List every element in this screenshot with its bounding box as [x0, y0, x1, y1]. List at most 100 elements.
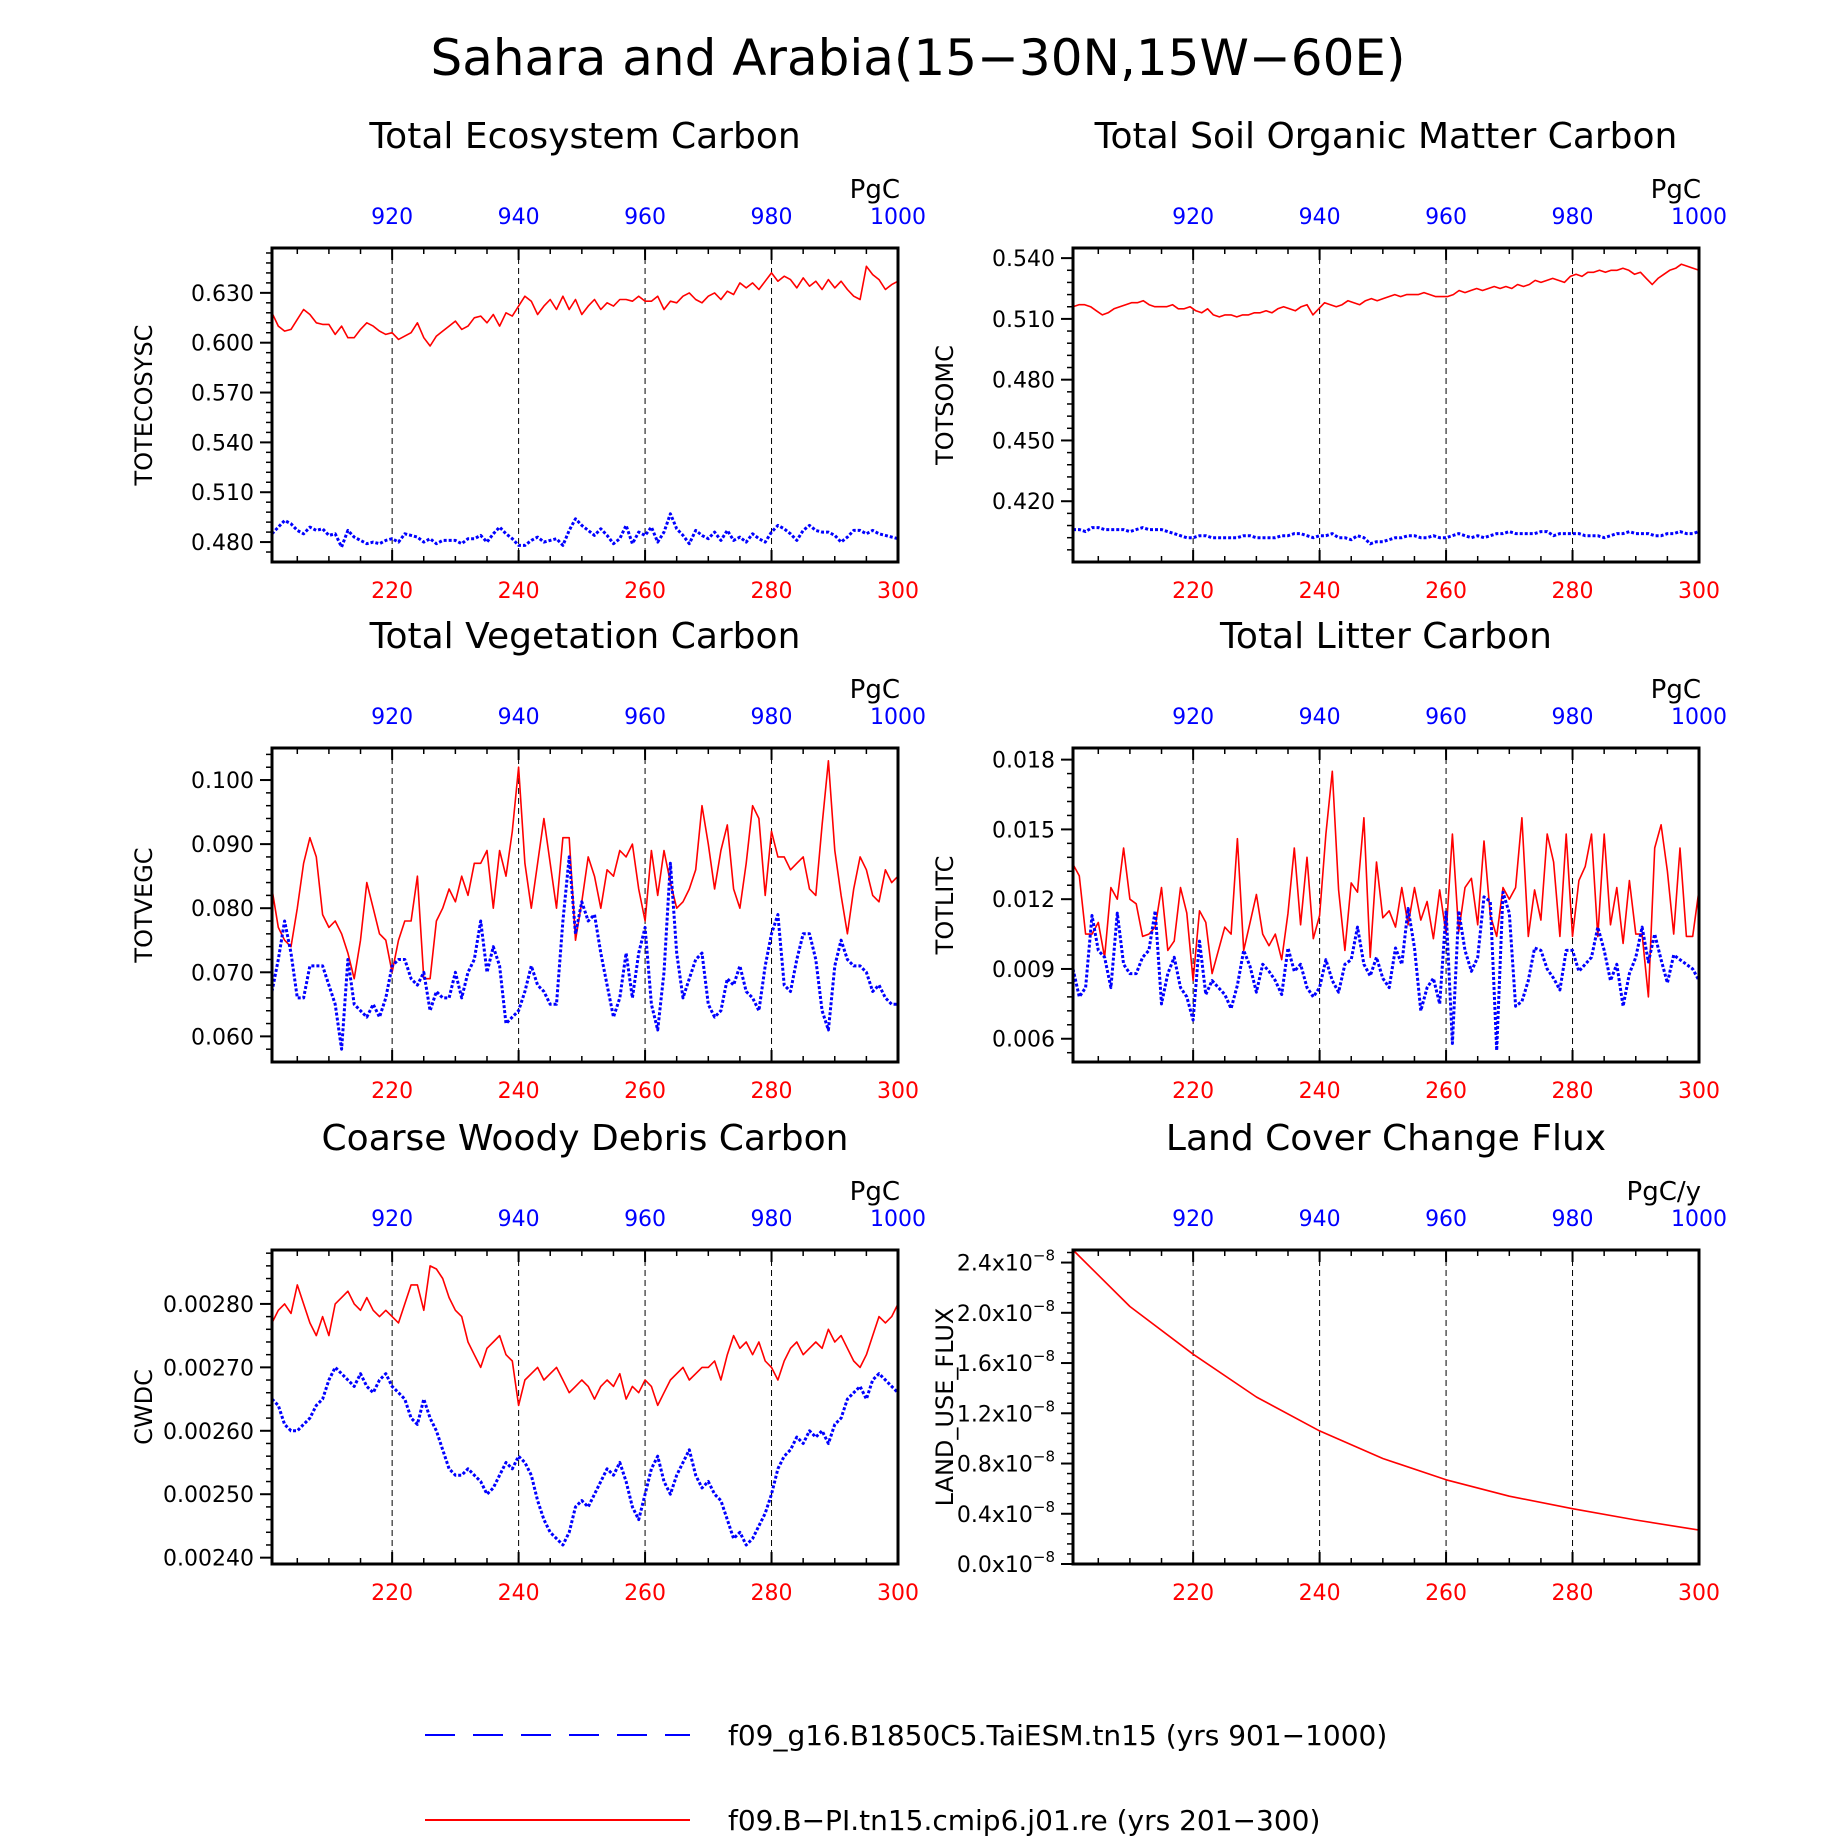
x-tick-label-top: 940: [498, 705, 540, 730]
x-tick-label-top: 920: [1172, 205, 1214, 230]
legend: f09_g16.B1850C5.TaiESM.tn15 (yrs 901−100…: [425, 1719, 1387, 1837]
x-tick-label-bottom: 220: [1172, 1079, 1214, 1104]
series-line-0: [271, 265, 899, 347]
x-tick-label-bottom: 280: [1552, 579, 1594, 604]
y-axis-label: TOTSOMC: [931, 345, 959, 466]
x-tick-label-bottom: 260: [624, 1581, 666, 1606]
x-tick-label-top: 980: [1552, 1207, 1594, 1232]
figure-title: Sahara and Arabia(15−30N,15W−60E): [430, 29, 1405, 87]
x-tick-label-bottom: 240: [1299, 579, 1341, 604]
x-tick-label-top: 980: [1552, 705, 1594, 730]
units-label: PgC: [1651, 175, 1701, 205]
y-tick-label: 0.480: [992, 369, 1055, 394]
x-tick-label-top: 1000: [1671, 705, 1727, 730]
x-tick-label-top: 940: [1299, 1207, 1341, 1232]
series-line-1: [270, 855, 898, 1051]
x-tick-label-top: 980: [1552, 205, 1594, 230]
y-tick-label: 0.006: [992, 1028, 1055, 1053]
x-tick-label-bottom: 280: [751, 579, 793, 604]
panel-title: Total Litter Carbon: [1219, 616, 1552, 657]
x-tick-label-top: 960: [624, 705, 666, 730]
x-tick-label-top: 980: [751, 1207, 793, 1232]
x-tick-label-top: 980: [751, 205, 793, 230]
y-tick-label: 0.630: [191, 282, 254, 307]
plot-frame: [1071, 246, 1701, 564]
x-tick-label-bottom: 260: [1425, 1581, 1467, 1606]
plot-frame: [270, 746, 900, 1064]
y-axis-label: TOTVEGC: [130, 847, 158, 963]
x-tick-label-top: 960: [624, 205, 666, 230]
panel-0: Total Ecosystem Carbon PgC TOTECOSYSC 220 24…: [130, 116, 926, 604]
x-tick-label-top: 960: [1425, 205, 1467, 230]
panel-title: Total Soil Organic Matter Carbon: [1094, 116, 1678, 157]
x-tick-label-top: 1000: [870, 205, 926, 230]
x-tick-label-top: 940: [1299, 205, 1341, 230]
y-tick-label: 1.6x10−8: [957, 1347, 1055, 1377]
y-tick-label: 0.480: [191, 531, 254, 556]
y-tick-label: 0.018: [992, 749, 1055, 774]
y-tick-exponent: −8: [1033, 1347, 1055, 1365]
series-line-0: [271, 1265, 899, 1407]
y-tick-label: 0.510: [992, 308, 1055, 333]
x-tick-label-bottom: 220: [371, 1581, 413, 1606]
panel-title: Total Vegetation Carbon: [369, 616, 801, 657]
legend-label-0: f09_g16.B1850C5.TaiESM.tn15 (yrs 901−100…: [728, 1719, 1387, 1752]
series-line-0: [1072, 263, 1700, 318]
x-tick-label-top: 920: [1172, 705, 1214, 730]
units-label: PgC: [850, 175, 900, 205]
x-tick-label-bottom: 220: [371, 1079, 413, 1104]
x-tick-label-top: 920: [371, 205, 413, 230]
panel-3: Total Litter Carbon PgC TOTLITC 220 240 260 28…: [931, 616, 1727, 1104]
x-tick-label-top: 960: [624, 1207, 666, 1232]
y-tick-label: 0.420: [992, 490, 1055, 515]
y-tick-label: 0.570: [191, 382, 254, 407]
x-tick-label-bottom: 220: [371, 579, 413, 604]
x-tick-label-bottom: 300: [1678, 579, 1720, 604]
y-axis-label: CWDC: [130, 1369, 158, 1445]
plot-frame: [270, 1248, 900, 1566]
x-tick-label-bottom: 220: [1172, 579, 1214, 604]
y-axis-label: TOTECOSYSC: [130, 325, 158, 487]
y-tick-label: 0.8x10−8: [957, 1448, 1055, 1478]
x-tick-label-top: 960: [1425, 705, 1467, 730]
panels: Total Ecosystem Carbon PgC TOTECOSYSC 220 24…: [130, 116, 1727, 1606]
x-tick-label-top: 1000: [1671, 1207, 1727, 1232]
y-tick-label: 0.015: [992, 818, 1055, 843]
y-tick-label: 2.0x10−8: [957, 1297, 1055, 1327]
y-tick-label: 2.4x10−8: [957, 1247, 1055, 1277]
panel-2: Total Vegetation Carbon PgC TOTVEGC 220 240 2…: [130, 616, 926, 1104]
series-line-1: [270, 512, 899, 549]
y-axis-label: LAND_USE_FLUX: [931, 1308, 959, 1507]
y-tick-exponent: −8: [1033, 1247, 1055, 1265]
panel-title: Land Cover Change Flux: [1166, 1118, 1606, 1159]
x-tick-label-bottom: 240: [498, 1581, 540, 1606]
x-tick-label-top: 920: [1172, 1207, 1214, 1232]
y-tick-label: 0.00280: [163, 1293, 254, 1318]
x-tick-label-top: 1000: [870, 705, 926, 730]
x-tick-label-bottom: 300: [877, 1079, 919, 1104]
x-tick-label-bottom: 240: [1299, 1581, 1341, 1606]
x-tick-label-bottom: 240: [1299, 1079, 1341, 1104]
panel-5: Land Cover Change Flux PgC/y LAND_USE_FLUX…: [931, 1118, 1727, 1606]
x-tick-label-top: 1000: [1671, 205, 1727, 230]
y-tick-label: 1.2x10−8: [957, 1397, 1055, 1427]
y-tick-label: 0.080: [191, 897, 254, 922]
x-tick-label-bottom: 300: [877, 1581, 919, 1606]
units-label: PgC/y: [1627, 1177, 1701, 1207]
x-tick-label-bottom: 260: [624, 579, 666, 604]
y-tick-label: 0.540: [191, 431, 254, 456]
plot-frame: [270, 246, 900, 564]
x-tick-label-bottom: 300: [877, 579, 919, 604]
x-tick-label-top: 940: [498, 205, 540, 230]
series-line-1: [1071, 890, 1701, 1052]
series-line-1: [270, 1365, 900, 1547]
y-tick-label: 0.00260: [163, 1420, 254, 1445]
series-line-0: [271, 759, 899, 980]
y-tick-label: 0.090: [191, 833, 254, 858]
y-tick-label: 0.00240: [163, 1547, 254, 1572]
y-axis-label: TOTLITC: [931, 856, 959, 956]
x-tick-label-bottom: 280: [1552, 1079, 1594, 1104]
units-label: PgC: [850, 1177, 900, 1207]
